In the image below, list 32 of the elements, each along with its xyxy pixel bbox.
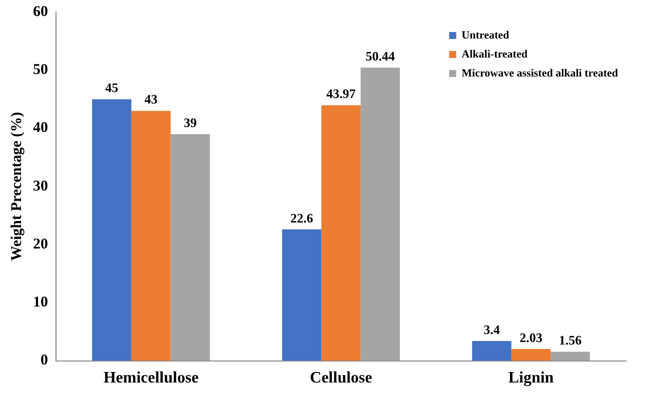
data-label: 1.56 bbox=[558, 332, 582, 348]
y-tick-label: 0 bbox=[40, 352, 48, 369]
y-axis-title: Weight Precentage (%) bbox=[8, 112, 25, 261]
bar bbox=[131, 110, 171, 361]
bar bbox=[170, 134, 210, 361]
bar bbox=[511, 349, 551, 361]
legend-label: Microwave assisted alkali treated bbox=[462, 67, 618, 80]
x-tick-label: Cellulose bbox=[310, 370, 372, 387]
legend-label: Untreated bbox=[462, 29, 510, 42]
data-label: 2.03 bbox=[520, 330, 543, 345]
bar bbox=[360, 68, 400, 361]
data-label: 3.4 bbox=[484, 322, 500, 337]
legend-label: Alkali-treated bbox=[462, 48, 528, 60]
y-tick-label: 30 bbox=[33, 178, 48, 194]
y-tick-label: 10 bbox=[33, 294, 48, 311]
bar bbox=[550, 352, 590, 361]
y-tick-label: 60 bbox=[33, 4, 48, 20]
data-label: 43 bbox=[144, 92, 158, 107]
bar bbox=[321, 105, 361, 361]
bar bbox=[282, 229, 322, 361]
data-label: 43.97 bbox=[326, 86, 356, 102]
y-tick-label: 40 bbox=[33, 120, 48, 136]
data-label: 50.44 bbox=[366, 48, 396, 64]
y-tick-label: 50 bbox=[33, 62, 48, 78]
y-tick-label: 20 bbox=[33, 236, 48, 252]
data-label: 39 bbox=[184, 114, 198, 130]
data-label: 45 bbox=[105, 80, 119, 96]
x-tick-label: Lignin bbox=[508, 370, 554, 387]
bar bbox=[92, 99, 132, 361]
x-tick-label: Hemicellulose bbox=[103, 370, 199, 387]
bar bbox=[472, 341, 512, 361]
data-label: 22.6 bbox=[290, 210, 314, 226]
